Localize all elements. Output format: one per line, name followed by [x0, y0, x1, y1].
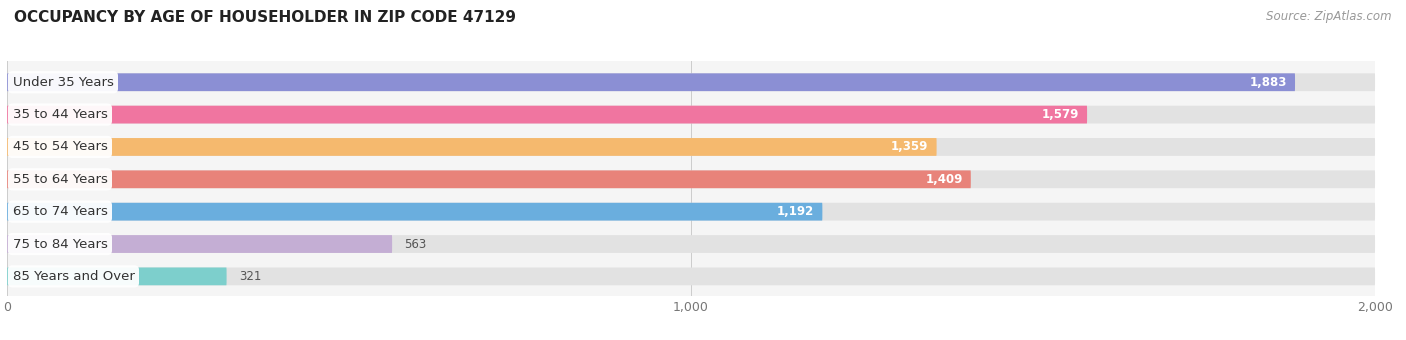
Text: 75 to 84 Years: 75 to 84 Years — [13, 238, 107, 251]
FancyBboxPatch shape — [7, 106, 1087, 123]
FancyBboxPatch shape — [7, 73, 1375, 91]
FancyBboxPatch shape — [7, 235, 1375, 253]
Text: 1,359: 1,359 — [891, 140, 928, 153]
Text: 563: 563 — [405, 238, 426, 251]
FancyBboxPatch shape — [7, 268, 1375, 285]
Text: 85 Years and Over: 85 Years and Over — [13, 270, 135, 283]
FancyBboxPatch shape — [7, 138, 1375, 156]
FancyBboxPatch shape — [7, 73, 1295, 91]
Text: 45 to 54 Years: 45 to 54 Years — [13, 140, 107, 153]
Text: 1,192: 1,192 — [778, 205, 814, 218]
FancyBboxPatch shape — [7, 138, 936, 156]
Text: 65 to 74 Years: 65 to 74 Years — [13, 205, 107, 218]
Text: 1,409: 1,409 — [925, 173, 963, 186]
Text: 1,579: 1,579 — [1042, 108, 1078, 121]
FancyBboxPatch shape — [7, 170, 970, 188]
Text: 55 to 64 Years: 55 to 64 Years — [13, 173, 107, 186]
Text: 1,883: 1,883 — [1250, 76, 1286, 89]
FancyBboxPatch shape — [7, 170, 1375, 188]
Text: Source: ZipAtlas.com: Source: ZipAtlas.com — [1267, 10, 1392, 23]
Text: 35 to 44 Years: 35 to 44 Years — [13, 108, 107, 121]
Text: Under 35 Years: Under 35 Years — [13, 76, 114, 89]
FancyBboxPatch shape — [7, 106, 1375, 123]
FancyBboxPatch shape — [7, 203, 1375, 221]
FancyBboxPatch shape — [7, 235, 392, 253]
FancyBboxPatch shape — [7, 203, 823, 221]
FancyBboxPatch shape — [7, 268, 226, 285]
Text: OCCUPANCY BY AGE OF HOUSEHOLDER IN ZIP CODE 47129: OCCUPANCY BY AGE OF HOUSEHOLDER IN ZIP C… — [14, 10, 516, 25]
Text: 321: 321 — [239, 270, 262, 283]
